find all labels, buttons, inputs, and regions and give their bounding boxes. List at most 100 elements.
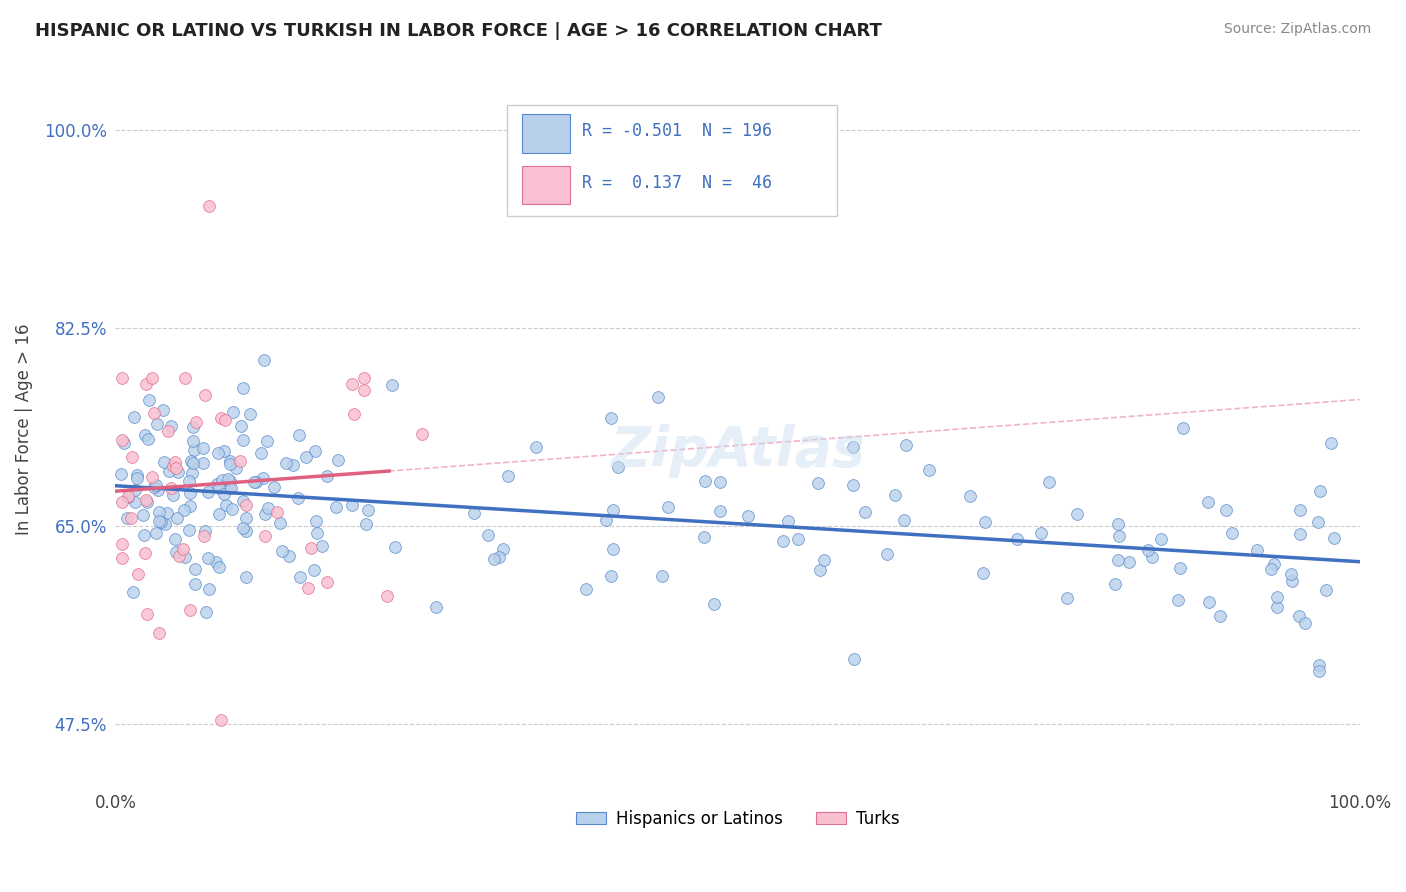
Point xyxy=(1315,582,1337,597)
Point xyxy=(325,500,347,514)
Point xyxy=(232,381,254,395)
Point xyxy=(217,472,239,486)
Point xyxy=(1308,664,1330,678)
Point xyxy=(148,504,170,518)
Point xyxy=(194,605,217,619)
Point xyxy=(235,569,257,583)
Point xyxy=(841,441,863,455)
Point xyxy=(1197,495,1219,509)
Point xyxy=(181,419,204,434)
Point xyxy=(353,383,375,397)
Point xyxy=(211,473,233,487)
Point xyxy=(208,507,231,521)
Point xyxy=(340,498,363,512)
Point xyxy=(1171,421,1194,435)
Point xyxy=(786,532,808,546)
Point xyxy=(842,652,865,666)
Point xyxy=(172,542,194,557)
Point xyxy=(148,514,170,528)
Point xyxy=(288,428,311,442)
FancyBboxPatch shape xyxy=(508,105,837,216)
Point xyxy=(163,532,186,546)
Point xyxy=(145,478,167,492)
Point xyxy=(1265,600,1288,615)
Point xyxy=(219,481,242,495)
Point xyxy=(162,488,184,502)
Point xyxy=(477,528,499,542)
Point xyxy=(148,483,170,498)
Point xyxy=(125,471,148,485)
Point xyxy=(157,425,180,439)
Point xyxy=(165,461,187,475)
Point xyxy=(772,533,794,548)
Point xyxy=(1260,562,1282,576)
Point xyxy=(180,453,202,467)
Point xyxy=(1136,543,1159,558)
Point xyxy=(212,487,235,501)
Point xyxy=(117,511,139,525)
Point xyxy=(148,626,170,640)
Point xyxy=(245,475,267,490)
Point xyxy=(972,566,994,580)
Point xyxy=(647,390,669,404)
Point xyxy=(111,551,134,566)
Point xyxy=(183,562,205,576)
Point xyxy=(207,445,229,459)
Point xyxy=(179,486,201,500)
Point xyxy=(1140,550,1163,565)
Point xyxy=(302,563,325,577)
Point xyxy=(149,515,172,529)
Point xyxy=(778,514,800,528)
Point xyxy=(253,353,276,368)
Point xyxy=(316,469,339,483)
Point xyxy=(353,371,375,385)
Point xyxy=(173,503,195,517)
Point xyxy=(1288,608,1310,623)
Point xyxy=(252,471,274,485)
Point xyxy=(1288,526,1310,541)
Point xyxy=(235,499,257,513)
Point xyxy=(209,411,232,425)
Point xyxy=(219,474,242,488)
Point xyxy=(425,600,447,615)
Point xyxy=(884,488,907,502)
Point xyxy=(177,523,200,537)
Point xyxy=(193,529,215,543)
Point xyxy=(205,555,228,569)
Point xyxy=(141,371,163,385)
Point xyxy=(254,507,277,521)
Point xyxy=(214,413,236,427)
Point xyxy=(1319,436,1341,450)
Point xyxy=(357,503,380,517)
Point xyxy=(703,597,725,611)
Point xyxy=(197,551,219,566)
Point xyxy=(127,567,149,582)
Point xyxy=(218,481,240,495)
Point xyxy=(602,541,624,556)
Point xyxy=(191,442,214,456)
Point xyxy=(1198,594,1220,608)
Point xyxy=(1167,593,1189,607)
Point xyxy=(136,432,159,446)
Point xyxy=(184,416,207,430)
Point xyxy=(138,392,160,407)
Point xyxy=(297,581,319,595)
Point xyxy=(157,464,180,478)
Point xyxy=(111,537,134,551)
Point xyxy=(112,435,135,450)
Point xyxy=(1246,542,1268,557)
Point xyxy=(853,505,876,519)
Point xyxy=(375,590,398,604)
Point xyxy=(693,475,716,489)
Point xyxy=(131,508,153,522)
Point xyxy=(524,441,547,455)
Point xyxy=(146,417,169,431)
Point xyxy=(1007,533,1029,547)
Point xyxy=(918,463,941,477)
Point xyxy=(354,517,377,532)
Point xyxy=(243,475,266,489)
Point xyxy=(600,569,623,583)
Point xyxy=(1263,557,1285,571)
Point xyxy=(179,603,201,617)
Point xyxy=(488,549,510,564)
